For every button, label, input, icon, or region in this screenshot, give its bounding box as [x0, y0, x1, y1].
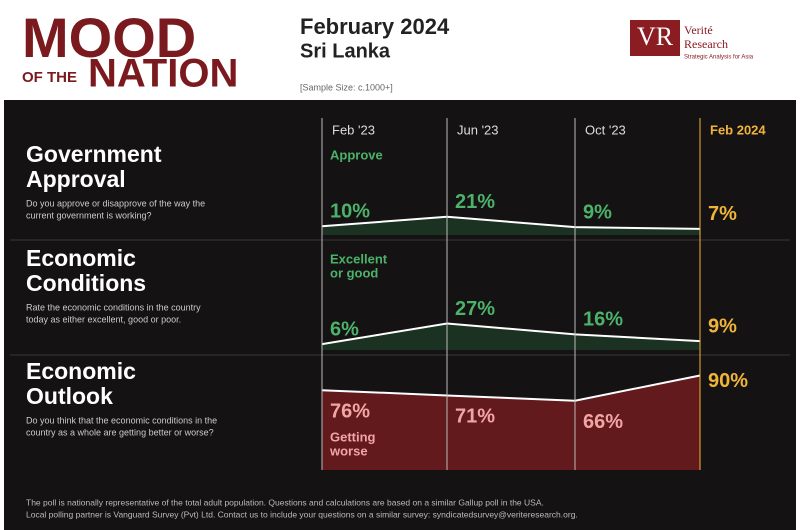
value-label: 10% [330, 201, 370, 223]
value-label: 16% [583, 309, 623, 331]
row-question: current government is working? [26, 210, 152, 220]
title-mood: MOOD [22, 6, 196, 69]
value-label: 9% [583, 201, 612, 223]
logo-mark: VR [637, 22, 674, 51]
row-title: Conditions [26, 270, 146, 296]
area [322, 216, 700, 235]
value-label: 71% [455, 406, 495, 428]
column-label: Oct '23 [585, 122, 626, 137]
value-label: 27% [455, 298, 495, 320]
column-label: Jun '23 [457, 122, 499, 137]
row-title: Economic [26, 245, 136, 271]
row-question: Do you approve or disapprove of the way … [26, 198, 205, 208]
line [321, 215, 701, 230]
row-question: today as either excellent, good or poor. [26, 314, 181, 324]
annotation: worse [329, 443, 368, 458]
row-title: Economic [26, 358, 136, 384]
value-label: 76% [330, 400, 370, 422]
row-title: Outlook [26, 383, 113, 409]
area [322, 375, 700, 470]
row-question: country as a whole are getting better or… [26, 427, 214, 437]
footer-line: The poll is nationally representative of… [26, 497, 544, 507]
annotation: Excellent [330, 251, 388, 266]
value-label: 66% [583, 411, 623, 433]
value-label: 90% [708, 370, 748, 392]
sample-size: [Sample Size: c.1000+] [300, 82, 393, 92]
logo-tagline: Strategic Analysis for Asia [684, 55, 754, 61]
line [321, 374, 701, 402]
annotation: Approve [330, 147, 383, 162]
area [322, 323, 700, 350]
row-question: Rate the economic conditions in the coun… [26, 302, 201, 312]
value-label: 6% [330, 318, 359, 340]
title-of-the: OF THE [22, 69, 77, 86]
country: Sri Lanka [300, 40, 391, 62]
row-title: Government [26, 141, 162, 167]
footer-line: Local polling partner is Vanguard Survey… [26, 509, 578, 519]
annotation: Getting [330, 429, 376, 444]
annotation: or good [330, 265, 378, 280]
value-label: 21% [455, 191, 495, 213]
row-title: Approval [26, 166, 126, 192]
logo-box [630, 20, 680, 56]
value-label: 9% [708, 315, 737, 337]
value-label: 7% [708, 203, 737, 225]
row-question: Do you think that the economic condition… [26, 415, 217, 425]
title-nation: NATION [88, 52, 238, 96]
line [321, 322, 701, 346]
column-label: Feb '23 [332, 122, 375, 137]
logo-name-1: Verité [684, 23, 713, 37]
date: February 2024 [300, 14, 450, 39]
column-label: Feb 2024 [710, 122, 766, 137]
logo-name-2: Research [684, 37, 728, 51]
